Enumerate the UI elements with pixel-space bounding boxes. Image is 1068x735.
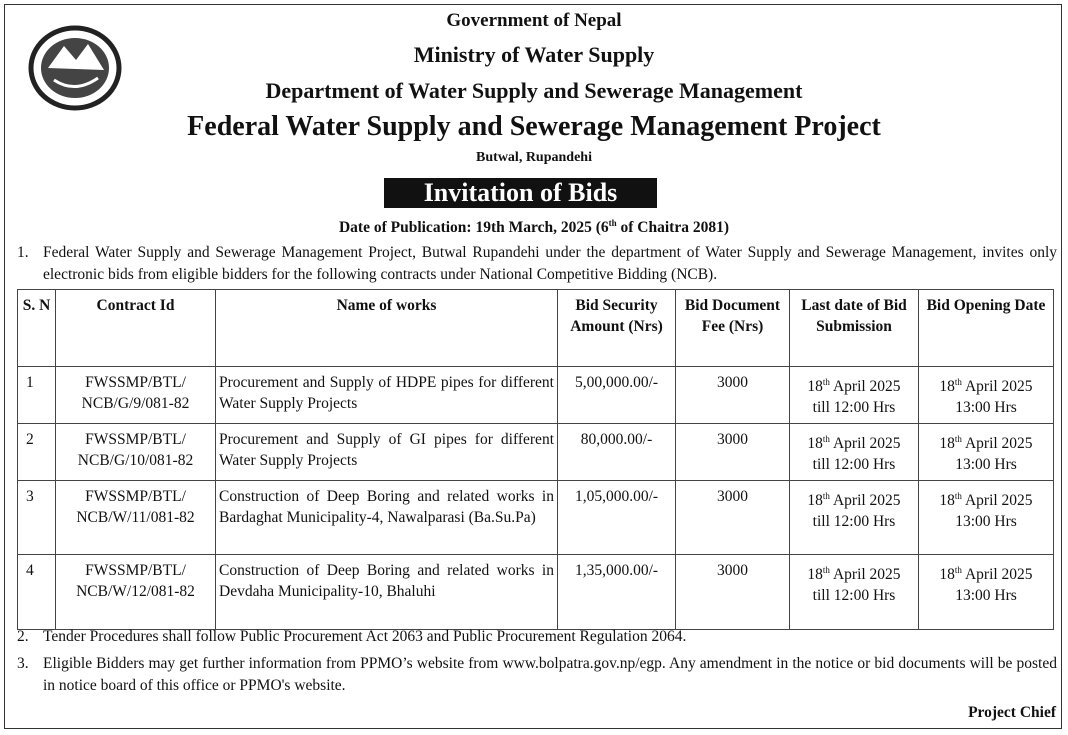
- work-name: Procurement and Supply of HDPE pipes for…: [215, 365, 558, 425]
- suffix: th: [822, 434, 830, 445]
- month: April 2025: [961, 435, 1033, 453]
- suffix: th: [822, 377, 830, 387]
- suffix: th: [954, 565, 962, 576]
- ministry-line: Ministry of Water Supply: [413, 42, 655, 67]
- border: [4, 4, 1062, 729]
- submission-date: 18th April 2025 till 12:00 Hrs: [789, 554, 919, 631]
- amount: 5,00,000.00/-: [557, 365, 676, 425]
- contract-id: FWSSMP/BTL/ NCB/G/9/081-82: [55, 365, 216, 425]
- opening-date: 18th April 2025 13:00 Hrs: [918, 480, 1054, 556]
- day: 18: [939, 566, 955, 584]
- time: 13:00 Hrs: [955, 513, 1017, 531]
- suffix: th: [954, 377, 962, 387]
- location: Butwal, Rupandehi: [476, 150, 592, 165]
- time: till 12:00 Hrs: [812, 587, 896, 605]
- month: April 2025: [961, 566, 1033, 584]
- text: Tender Procedures shall follow Public Pr…: [43, 628, 687, 645]
- opening-date: 18th April 2025 13:00 Hrs: [918, 423, 1054, 482]
- note: 3. Eligible Bidders may get further infor…: [17, 653, 1057, 697]
- gov-line: Government of Nepal: [446, 10, 622, 31]
- suffix: th: [954, 491, 962, 502]
- fee: 3000: [675, 480, 790, 556]
- sn: 2: [17, 423, 56, 482]
- contract-id: FWSSMP/BTL/ NCB/W/12/081-82: [55, 554, 216, 631]
- text: Date of Publication: 19th March, 2025 (6: [338, 219, 609, 237]
- suffix: th: [954, 434, 962, 445]
- opening-date: 18th April 2025 13:00 Hrs: [918, 365, 1054, 425]
- month: April 2025: [829, 435, 901, 453]
- time: 13:00 Hrs: [955, 587, 1017, 605]
- bids-table: S. N Contract Id Name of works Bid Security…: [17, 289, 1054, 631]
- note: 2. Tender Procedures shall follow Public …: [17, 626, 1057, 648]
- submission-date: 18th April 2025 till 12:00 Hrs: [789, 480, 919, 556]
- work-name: Construction of Deep Boring and related …: [215, 554, 558, 631]
- submission-date: 18th April 2025 till 12:00 Hrs: [789, 365, 919, 425]
- month: April 2025: [829, 378, 901, 396]
- day: 18: [939, 378, 955, 396]
- sn: 4: [17, 554, 56, 631]
- time: till 12:00 Hrs: [812, 399, 896, 417]
- column-header: S. N: [17, 289, 56, 367]
- column-header: Bid Opening Date: [918, 289, 1054, 367]
- fee: 3000: [675, 365, 790, 425]
- suffix: th: [822, 565, 830, 576]
- sup: th: [608, 218, 617, 228]
- signature: Project Chief: [968, 704, 1056, 721]
- text: Eligible Bidders may get further informa…: [43, 655, 1057, 694]
- opening-date: 18th April 2025 13:00 Hrs: [918, 554, 1054, 631]
- number: 3.: [17, 655, 29, 672]
- row: 4 FWSSMP/BTL/ NCB/W/12/081-82 Construction…: [17, 554, 1054, 631]
- month: April 2025: [829, 566, 901, 584]
- fee: 3000: [675, 423, 790, 482]
- project-line: Federal Water Supply and Sewerage Manage…: [187, 111, 881, 142]
- work-name: Procurement and Supply of GI pipes for d…: [215, 423, 558, 482]
- row: 3 FWSSMP/BTL/ NCB/W/11/081-82 Construction…: [17, 480, 1054, 556]
- intro: 1. Federal Water Supply and Sewerage Mana…: [17, 242, 1057, 286]
- submission-date: 18th April 2025 till 12:00 Hrs: [789, 423, 919, 482]
- time: 13:00 Hrs: [955, 399, 1017, 417]
- month: April 2025: [961, 378, 1033, 396]
- title: Invitation of Bids: [384, 178, 657, 208]
- sn: 3: [17, 480, 56, 556]
- text: of Chaitra 2081): [616, 219, 730, 237]
- day: 18: [807, 566, 823, 584]
- day: 18: [807, 435, 823, 453]
- column-header: Last date of Bid Submission: [789, 289, 919, 367]
- column-header: Bid Security Amount (Nrs): [557, 289, 676, 367]
- day: 18: [939, 435, 955, 453]
- fee: 3000: [675, 554, 790, 631]
- time: till 12:00 Hrs: [812, 456, 896, 474]
- amount: 1,35,000.00/-: [557, 554, 676, 631]
- department-line: Department of Water Supply and Sewerage …: [265, 78, 803, 103]
- month: April 2025: [829, 492, 901, 510]
- month: April 2025: [961, 492, 1033, 510]
- header-row: S. N Contract Id Name of works Bid Security…: [17, 289, 1054, 367]
- number: 2.: [17, 628, 29, 645]
- day: 18: [939, 492, 955, 510]
- emblem: [28, 25, 122, 111]
- publication-date: Date of Publication: 19th March, 2025 (6…: [0, 218, 1068, 237]
- column-header: Contract Id: [55, 289, 216, 367]
- contract-id: FWSSMP/BTL/ NCB/W/11/081-82: [55, 480, 216, 556]
- work-name: Construction of Deep Boring and related …: [215, 480, 558, 556]
- column-header: Name of works: [215, 289, 558, 367]
- text: Federal Water Supply and Sewerage Manage…: [43, 244, 1057, 283]
- day: 18: [807, 492, 823, 510]
- contract-id: FWSSMP/BTL/ NCB/G/10/081-82: [55, 423, 216, 482]
- time: till 12:00 Hrs: [812, 513, 896, 531]
- column-header: Bid Document Fee (Nrs): [675, 289, 790, 367]
- day: 18: [807, 378, 823, 396]
- suffix: th: [822, 491, 830, 502]
- amount: 1,05,000.00/-: [557, 480, 676, 556]
- amount: 80,000.00/-: [557, 423, 676, 482]
- sn: 1: [17, 365, 56, 425]
- row: 1 FWSSMP/BTL/ NCB/G/9/081-82 Procurement a…: [17, 365, 1054, 425]
- time: 13:00 Hrs: [955, 456, 1017, 474]
- number: 1.: [17, 244, 29, 261]
- row: 2 FWSSMP/BTL/ NCB/G/10/081-82 Procurement …: [17, 423, 1054, 482]
